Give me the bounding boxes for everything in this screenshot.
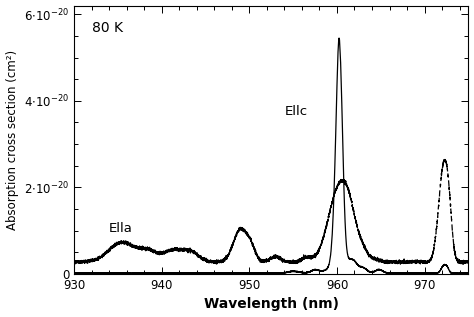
Y-axis label: Absorption cross section (cm²): Absorption cross section (cm²) <box>6 50 18 230</box>
Text: Ellc: Ellc <box>284 105 308 118</box>
Text: Ella: Ella <box>109 222 133 235</box>
Text: 80 K: 80 K <box>91 21 123 35</box>
X-axis label: Wavelength (nm): Wavelength (nm) <box>204 297 339 311</box>
